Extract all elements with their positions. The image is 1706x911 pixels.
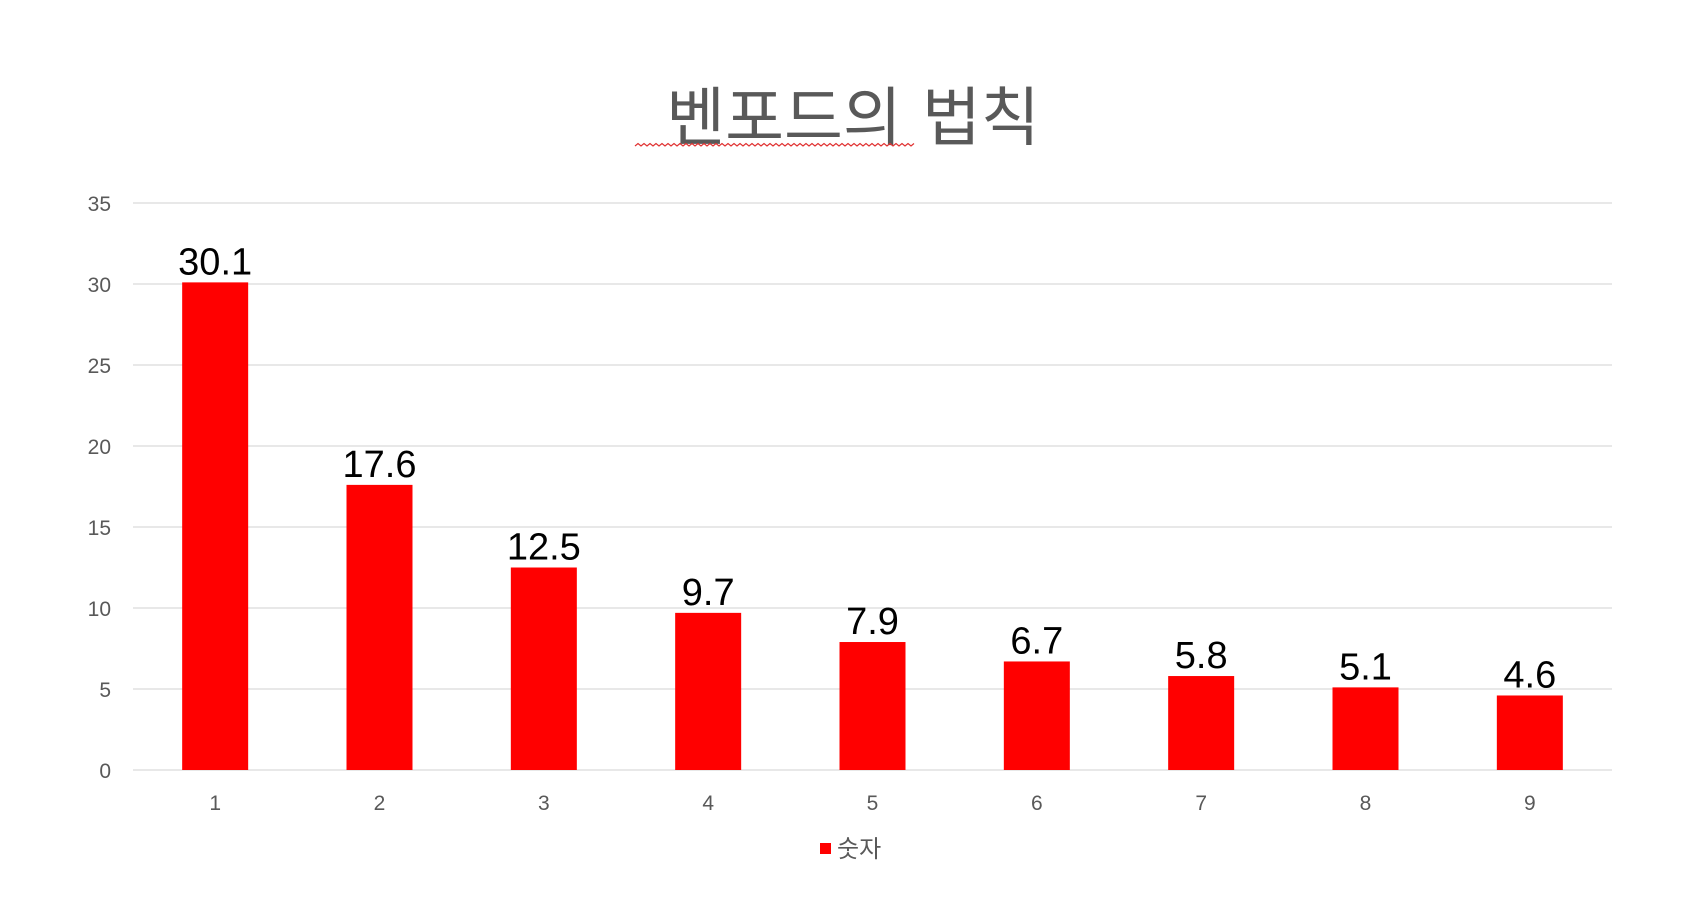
y-tick-label: 5 xyxy=(99,679,111,702)
y-tick-label: 15 xyxy=(88,517,111,540)
y-tick-label: 25 xyxy=(88,355,111,378)
y-tick-label: 0 xyxy=(99,760,111,783)
x-tick-label: 9 xyxy=(1524,792,1536,815)
legend-label: 숫자 xyxy=(837,836,881,863)
y-tick-label: 30 xyxy=(88,274,111,297)
y-tick-label: 20 xyxy=(88,436,111,459)
data-label: 17.6 xyxy=(343,444,417,486)
bar xyxy=(1003,661,1070,770)
data-label: 5.1 xyxy=(1339,646,1392,688)
bars xyxy=(182,282,1563,770)
bar xyxy=(1496,695,1563,770)
data-label: 30.1 xyxy=(178,241,252,283)
bar xyxy=(675,612,742,770)
data-label: 4.6 xyxy=(1503,654,1556,696)
data-label: 6.7 xyxy=(1010,620,1063,662)
data-label: 9.7 xyxy=(682,572,735,614)
x-tick-label: 8 xyxy=(1360,792,1372,815)
data-label: 5.8 xyxy=(1175,635,1228,677)
y-axis-ticks: 0 5 10 15 20 25 30 35 xyxy=(88,193,111,783)
bar xyxy=(182,282,249,770)
bar xyxy=(1168,676,1235,770)
y-tick-label: 35 xyxy=(88,193,111,216)
data-label: 7.9 xyxy=(846,601,899,643)
legend-swatch xyxy=(820,843,831,854)
data-labels: 30.1 17.6 12.5 9.7 7.9 6.7 5.8 5.1 4.6 xyxy=(178,241,1556,696)
bar xyxy=(839,642,906,770)
x-tick-label: 4 xyxy=(702,792,714,815)
bar xyxy=(346,484,413,770)
x-tick-label: 6 xyxy=(1031,792,1043,815)
legend: 숫자 xyxy=(820,836,881,863)
x-tick-label: 1 xyxy=(209,792,221,815)
y-tick-label: 10 xyxy=(88,598,111,621)
bar xyxy=(1332,687,1399,770)
bar xyxy=(510,567,577,770)
x-tick-label: 7 xyxy=(1195,792,1207,815)
x-tick-label: 2 xyxy=(374,792,386,815)
x-axis-ticks: 1 2 3 4 5 6 7 8 9 xyxy=(209,792,1535,815)
data-label: 12.5 xyxy=(507,527,581,569)
x-tick-label: 3 xyxy=(538,792,550,815)
spellcheck-underline xyxy=(634,142,915,147)
x-tick-label: 5 xyxy=(867,792,879,815)
